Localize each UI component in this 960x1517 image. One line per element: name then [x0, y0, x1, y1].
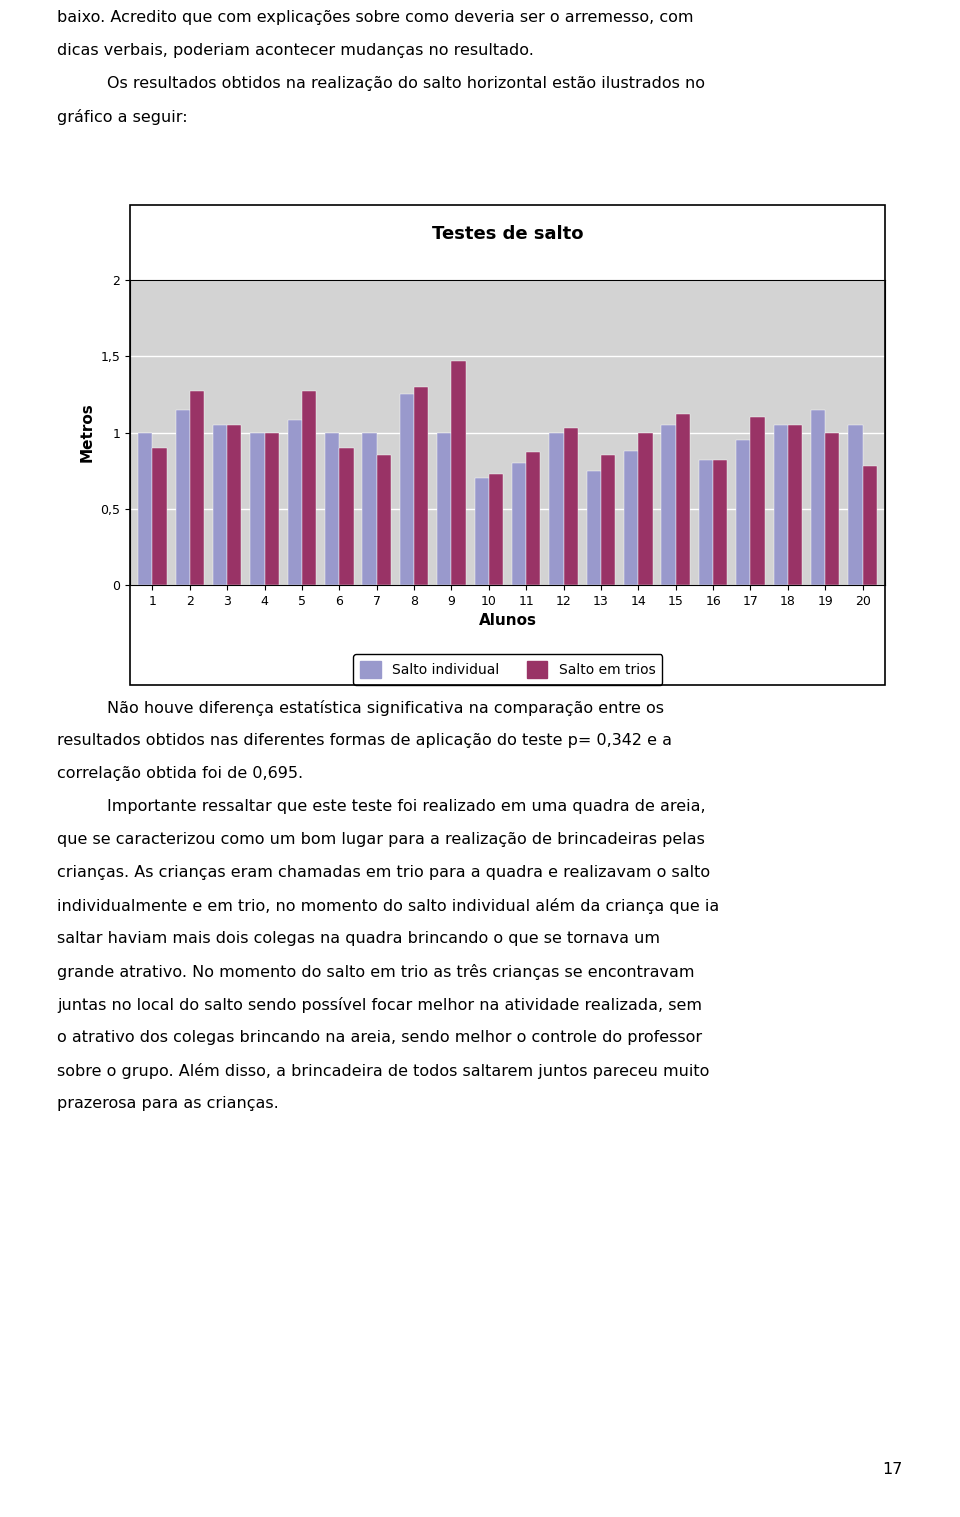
Bar: [601, 455, 615, 586]
Text: o atrativo dos colegas brincando na areia, sendo melhor o controle do professor: o atrativo dos colegas brincando na arei…: [57, 1030, 702, 1045]
Bar: [302, 391, 316, 586]
Bar: [176, 410, 190, 586]
Bar: [526, 452, 540, 586]
Bar: [251, 432, 265, 586]
X-axis label: Alunos: Alunos: [478, 613, 537, 628]
Bar: [736, 440, 751, 586]
Bar: [849, 425, 863, 586]
Text: correlação obtida foi de 0,695.: correlação obtida foi de 0,695.: [57, 766, 303, 781]
Bar: [474, 478, 489, 586]
Bar: [288, 420, 302, 586]
Bar: [376, 455, 391, 586]
Bar: [638, 432, 653, 586]
Bar: [699, 460, 713, 586]
Bar: [774, 425, 788, 586]
Text: crianças. As crianças eram chamadas em trio para a quadra e realizavam o salto: crianças. As crianças eram chamadas em t…: [57, 865, 710, 880]
Bar: [213, 425, 228, 586]
Bar: [451, 361, 466, 586]
Text: individualmente e em trio, no momento do salto individual além da criança que ia: individualmente e em trio, no momento do…: [57, 898, 719, 915]
Legend: Salto individual, Salto em trios: Salto individual, Salto em trios: [352, 654, 662, 684]
Text: Não houve diferença estatística significativa na comparação entre os: Não houve diferença estatística signific…: [107, 699, 664, 716]
Text: Importante ressaltar que este teste foi realizado em uma quadra de areia,: Importante ressaltar que este teste foi …: [107, 799, 706, 815]
Bar: [751, 417, 765, 586]
Text: gráfico a seguir:: gráfico a seguir:: [57, 109, 187, 124]
Bar: [138, 432, 153, 586]
Text: dicas verbais, poderiam acontecer mudanças no resultado.: dicas verbais, poderiam acontecer mudanç…: [57, 42, 534, 58]
Bar: [363, 432, 376, 586]
Bar: [153, 448, 167, 586]
Bar: [437, 432, 451, 586]
Bar: [228, 425, 241, 586]
Bar: [339, 448, 353, 586]
Bar: [265, 432, 278, 586]
Text: juntas no local do salto sendo possível focar melhor na atividade realizada, sem: juntas no local do salto sendo possível …: [57, 997, 702, 1013]
Bar: [863, 466, 876, 586]
Bar: [400, 394, 414, 586]
Bar: [587, 470, 601, 586]
Bar: [661, 425, 676, 586]
Text: prazerosa para as crianças.: prazerosa para as crianças.: [57, 1095, 278, 1110]
Bar: [190, 391, 204, 586]
Text: que se caracterizou como um bom lugar para a realização de brincadeiras pelas: que se caracterizou como um bom lugar pa…: [57, 831, 705, 846]
Text: resultados obtidos nas diferentes formas de aplicação do teste p= 0,342 e a: resultados obtidos nas diferentes formas…: [57, 733, 672, 748]
Text: saltar haviam mais dois colegas na quadra brincando o que se tornava um: saltar haviam mais dois colegas na quadr…: [57, 931, 660, 947]
Bar: [564, 428, 578, 586]
Bar: [489, 473, 503, 586]
Bar: [512, 463, 526, 586]
Bar: [549, 432, 564, 586]
Text: 17: 17: [882, 1462, 903, 1478]
Bar: [788, 425, 802, 586]
Bar: [811, 410, 826, 586]
Text: baixo. Acredito que com explicações sobre como deveria ser o arremesso, com: baixo. Acredito que com explicações sobr…: [57, 11, 693, 24]
Text: grande atrativo. No momento do salto em trio as três crianças se encontravam: grande atrativo. No momento do salto em …: [57, 963, 694, 980]
Text: Testes de salto: Testes de salto: [432, 225, 584, 243]
Bar: [414, 387, 428, 586]
Y-axis label: Metros: Metros: [80, 402, 95, 463]
Bar: [624, 451, 638, 586]
Bar: [325, 432, 339, 586]
Bar: [713, 460, 728, 586]
Text: Os resultados obtidos na realização do salto horizontal estão ilustrados no: Os resultados obtidos na realização do s…: [107, 76, 705, 91]
Bar: [676, 414, 690, 586]
Text: sobre o grupo. Além disso, a brincadeira de todos saltarem juntos pareceu muito: sobre o grupo. Além disso, a brincadeira…: [57, 1063, 709, 1079]
Bar: [826, 432, 839, 586]
